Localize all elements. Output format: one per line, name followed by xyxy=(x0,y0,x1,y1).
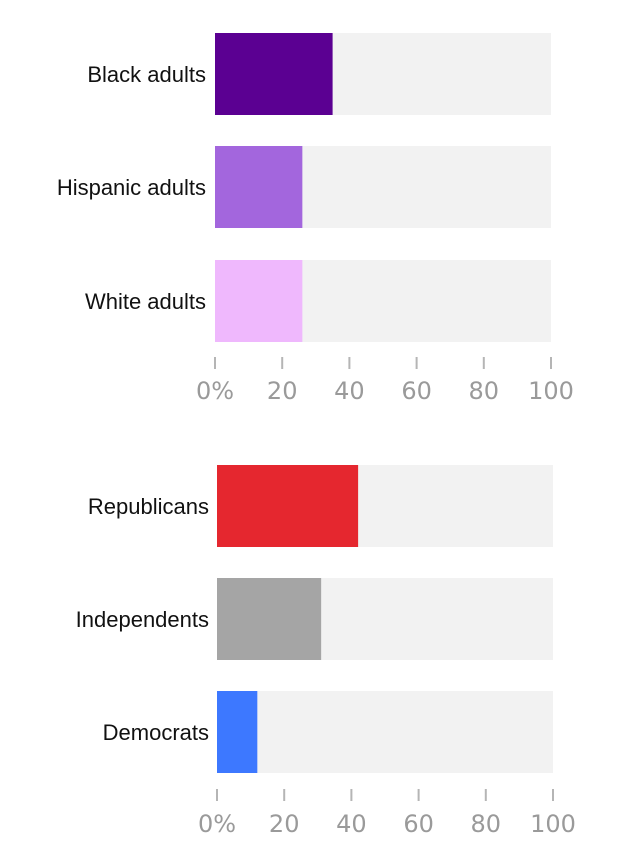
x-tick-label: 20 xyxy=(267,377,298,405)
bar-track xyxy=(217,691,553,773)
x-tick-label: 80 xyxy=(469,377,500,405)
x-tick-label: 40 xyxy=(336,810,367,838)
category-label: Independents xyxy=(76,607,209,632)
x-tick-label: 0% xyxy=(198,810,236,838)
category-label: White adults xyxy=(85,289,206,314)
x-tick-label: 60 xyxy=(401,377,432,405)
x-tick-label: 60 xyxy=(403,810,434,838)
bar xyxy=(217,465,359,547)
x-tick-label: 40 xyxy=(334,377,365,405)
bar xyxy=(215,260,303,342)
bar xyxy=(217,691,258,773)
bar xyxy=(217,578,322,660)
x-tick-label: 80 xyxy=(471,810,502,838)
chart-panel-1: Black adults Hispanic adults White adults 0… xyxy=(57,33,574,405)
category-label: Democrats xyxy=(103,720,209,745)
chart-panel-2: Republicans Independents Democrats 0% 20 40 60… xyxy=(76,465,576,838)
x-tick-label: 20 xyxy=(269,810,300,838)
bar xyxy=(215,146,303,228)
bar xyxy=(215,33,333,115)
x-tick-label: 0% xyxy=(196,377,234,405)
category-label: Republicans xyxy=(88,494,209,519)
category-label: Black adults xyxy=(87,62,206,87)
x-tick-label: 100 xyxy=(530,810,576,838)
x-tick-label: 100 xyxy=(528,377,574,405)
category-label: Hispanic adults xyxy=(57,175,206,200)
